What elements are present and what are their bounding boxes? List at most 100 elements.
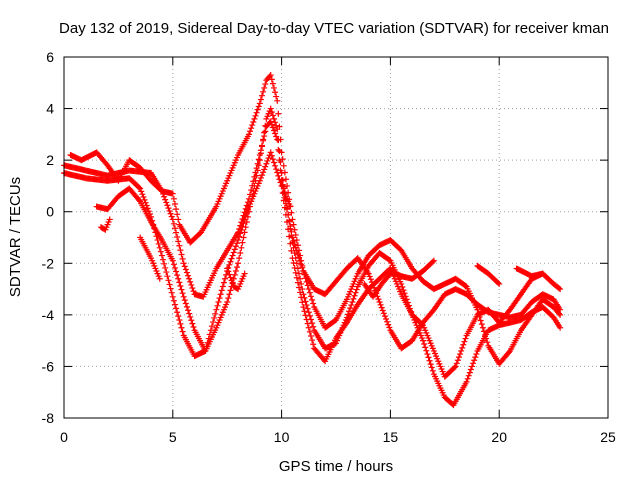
data-point (168, 213, 175, 220)
data-point (166, 207, 173, 214)
data-point (266, 73, 273, 80)
data-point (240, 220, 247, 227)
data-point (170, 195, 177, 202)
series-arc-12 (361, 270, 394, 300)
data-point (214, 302, 221, 309)
data-point (259, 172, 266, 179)
data-point (462, 282, 469, 289)
data-point (469, 363, 475, 370)
data-point (212, 310, 219, 317)
data-point (268, 109, 275, 116)
data-point (178, 251, 185, 258)
data-point (251, 115, 258, 122)
data-point (463, 378, 470, 385)
data-point (231, 271, 238, 278)
data-point (267, 118, 274, 125)
data-point (189, 285, 196, 292)
data-point (106, 216, 113, 223)
data-point (426, 357, 433, 364)
data-point (307, 293, 314, 300)
data-point (170, 220, 177, 227)
data-point (257, 96, 264, 103)
data-point (173, 206, 180, 213)
data-point (282, 211, 289, 218)
data-point (176, 279, 183, 286)
data-point (205, 335, 212, 342)
data-point (299, 262, 306, 269)
data-point (238, 227, 245, 234)
data-point (278, 177, 285, 184)
data-point (243, 210, 250, 217)
data-point (430, 257, 437, 264)
data-point (288, 209, 295, 216)
data-point (274, 169, 281, 176)
data-point (473, 351, 480, 358)
data-point (465, 372, 472, 379)
data-point (278, 149, 285, 156)
data-point (230, 249, 237, 256)
data-point (290, 244, 297, 251)
x-tick-label: 0 (60, 429, 68, 445)
data-point (350, 295, 357, 302)
data-point (310, 341, 317, 348)
data-point (264, 157, 271, 164)
data-point (227, 287, 234, 294)
data-point (261, 84, 268, 91)
data-point (162, 264, 169, 271)
data-point (161, 193, 168, 200)
data-point (255, 103, 262, 110)
data-point (298, 280, 305, 287)
data-point (229, 280, 236, 287)
data-point (300, 291, 307, 298)
data-point (427, 361, 434, 368)
data-point (381, 313, 388, 320)
data-point (310, 323, 317, 330)
data-point (309, 296, 316, 303)
data-point (375, 296, 382, 303)
series-arc-7 (224, 265, 248, 293)
data-point (166, 281, 173, 288)
data-point (421, 340, 428, 347)
data-point (285, 226, 292, 233)
data-point (261, 166, 268, 173)
data-point (305, 286, 312, 293)
data-point (454, 357, 461, 364)
data-point (142, 199, 149, 206)
data-point (557, 324, 564, 331)
data-point (235, 260, 242, 267)
data-point (290, 260, 297, 267)
data-point (211, 314, 218, 321)
data-point (458, 347, 465, 354)
data-point (140, 194, 147, 201)
data-point (268, 76, 275, 83)
data-point (226, 261, 233, 268)
data-point (174, 233, 181, 240)
data-point (479, 324, 486, 331)
data-point (218, 287, 225, 294)
data-point (169, 216, 176, 223)
data-point (171, 264, 178, 271)
series-arc-3 (67, 72, 564, 367)
y-tick-label: 2 (46, 152, 54, 168)
data-point (305, 309, 312, 316)
data-point (174, 309, 181, 316)
data-point (249, 122, 256, 129)
data-point (307, 333, 314, 340)
data-point (207, 327, 214, 334)
data-point (556, 285, 563, 292)
data-point (213, 306, 220, 313)
data-point (179, 290, 186, 297)
data-point (174, 211, 181, 218)
data-point (139, 191, 146, 198)
data-point (165, 205, 172, 212)
data-point (384, 318, 391, 325)
data-point (279, 181, 286, 188)
data-point (265, 155, 272, 162)
data-point (224, 265, 231, 272)
data-point (303, 316, 310, 323)
data-point (232, 243, 239, 250)
data-point (262, 163, 269, 170)
data-point (273, 133, 280, 140)
data-point (180, 293, 187, 300)
